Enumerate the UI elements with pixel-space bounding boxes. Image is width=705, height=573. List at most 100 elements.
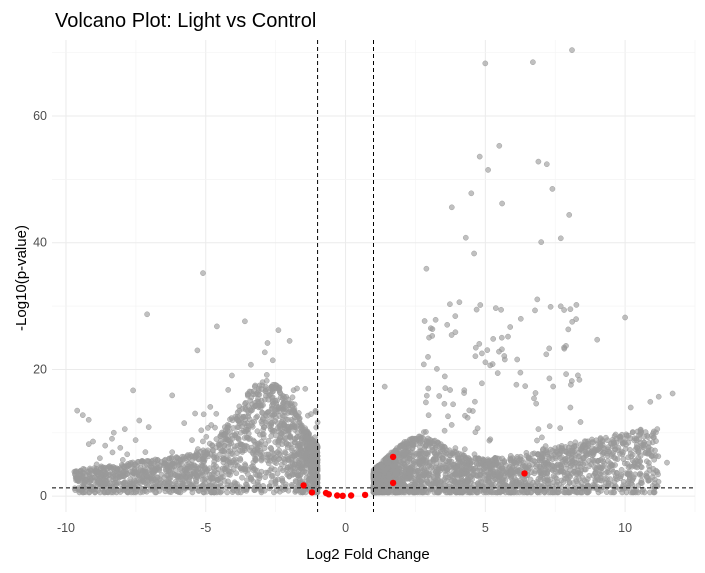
gene-point	[224, 489, 231, 496]
gene-point	[174, 455, 181, 462]
gene-point	[268, 455, 274, 461]
gene-point	[397, 442, 404, 449]
gene-point	[308, 411, 314, 417]
gene-point	[492, 305, 499, 311]
gene-point	[261, 445, 268, 451]
gene-point	[418, 465, 425, 472]
gene-point	[203, 433, 210, 440]
gene-point	[627, 446, 633, 453]
gene-point	[144, 473, 151, 480]
gene-point	[252, 457, 259, 464]
gene-point	[567, 404, 574, 411]
gene-point	[494, 370, 501, 376]
gene-point	[434, 366, 440, 372]
gene-point	[545, 477, 552, 484]
gene-point	[189, 457, 195, 464]
gene-point	[578, 447, 585, 454]
gene-point	[425, 385, 432, 392]
gene-point	[452, 329, 459, 336]
gene-point	[274, 470, 281, 477]
gene-point	[549, 467, 556, 474]
gene-point	[212, 424, 218, 431]
gene-point	[429, 326, 436, 332]
gene-point	[569, 47, 575, 53]
gene-point	[271, 450, 278, 457]
gene-point	[271, 466, 278, 473]
gene-point	[461, 446, 468, 453]
gene-point	[266, 423, 273, 430]
gene-point	[534, 487, 540, 494]
gene-point	[492, 455, 498, 461]
gene-point	[382, 456, 389, 462]
gene-point	[450, 401, 456, 408]
gene-point	[271, 411, 278, 418]
gene-point	[181, 420, 188, 426]
gene-point	[245, 413, 252, 420]
gene-point	[248, 388, 254, 395]
gene-point	[547, 303, 554, 310]
gene-point	[407, 473, 414, 479]
gene-point	[557, 447, 564, 454]
gene-point	[182, 474, 188, 481]
gene-point	[546, 423, 553, 430]
gene-point	[441, 373, 448, 380]
gene-point	[442, 385, 449, 391]
gene-point	[616, 435, 623, 441]
gene-point	[262, 474, 268, 481]
gene-point	[286, 428, 292, 434]
gene-point	[265, 460, 272, 467]
gene-point	[132, 437, 139, 443]
gene-point	[433, 451, 439, 458]
gene-point	[277, 465, 284, 472]
gene-point	[225, 437, 232, 443]
gene-point	[260, 424, 267, 431]
gene-point	[611, 489, 618, 496]
gene-point	[153, 489, 160, 496]
gene-point	[547, 455, 553, 462]
gene-point	[289, 394, 296, 401]
gene-point	[129, 471, 136, 478]
gene-point	[490, 336, 497, 342]
gene-point	[649, 452, 656, 459]
gene-point	[543, 161, 550, 168]
gene-point	[609, 466, 615, 473]
gene-point	[425, 354, 431, 360]
gene-point	[647, 398, 654, 405]
gene-point	[508, 466, 514, 473]
gene-point	[90, 438, 96, 445]
gene-point	[496, 142, 503, 149]
highlighted-gene-point	[300, 482, 307, 489]
gene-point	[535, 451, 541, 457]
gene-point	[564, 461, 570, 468]
gene-point	[252, 402, 258, 409]
gene-point	[537, 474, 544, 480]
gene-point	[109, 484, 116, 490]
gene-point	[420, 361, 427, 368]
gene-point	[285, 487, 292, 494]
gene-point	[561, 344, 567, 351]
gene-point	[576, 470, 583, 477]
gene-point	[294, 487, 301, 494]
gene-point	[259, 410, 266, 416]
y-tick-label: 0	[40, 489, 47, 503]
gene-point	[201, 476, 208, 483]
gene-point	[489, 361, 496, 367]
gene-point	[483, 477, 489, 483]
gene-point	[447, 452, 453, 459]
gene-point	[281, 449, 288, 456]
gene-point	[402, 489, 408, 496]
gene-point	[419, 450, 426, 457]
gene-point	[281, 459, 288, 466]
gene-point	[310, 461, 317, 468]
gene-point	[194, 468, 201, 475]
gene-point	[535, 426, 542, 432]
gene-point	[569, 318, 576, 325]
gene-point	[495, 470, 502, 477]
gene-point	[259, 379, 266, 386]
x-tick-label: 0	[342, 521, 349, 535]
gene-point	[296, 441, 302, 448]
gene-point	[213, 463, 219, 470]
gene-point	[242, 447, 248, 454]
gene-point	[229, 372, 235, 379]
highlighted-gene-point	[325, 491, 332, 498]
